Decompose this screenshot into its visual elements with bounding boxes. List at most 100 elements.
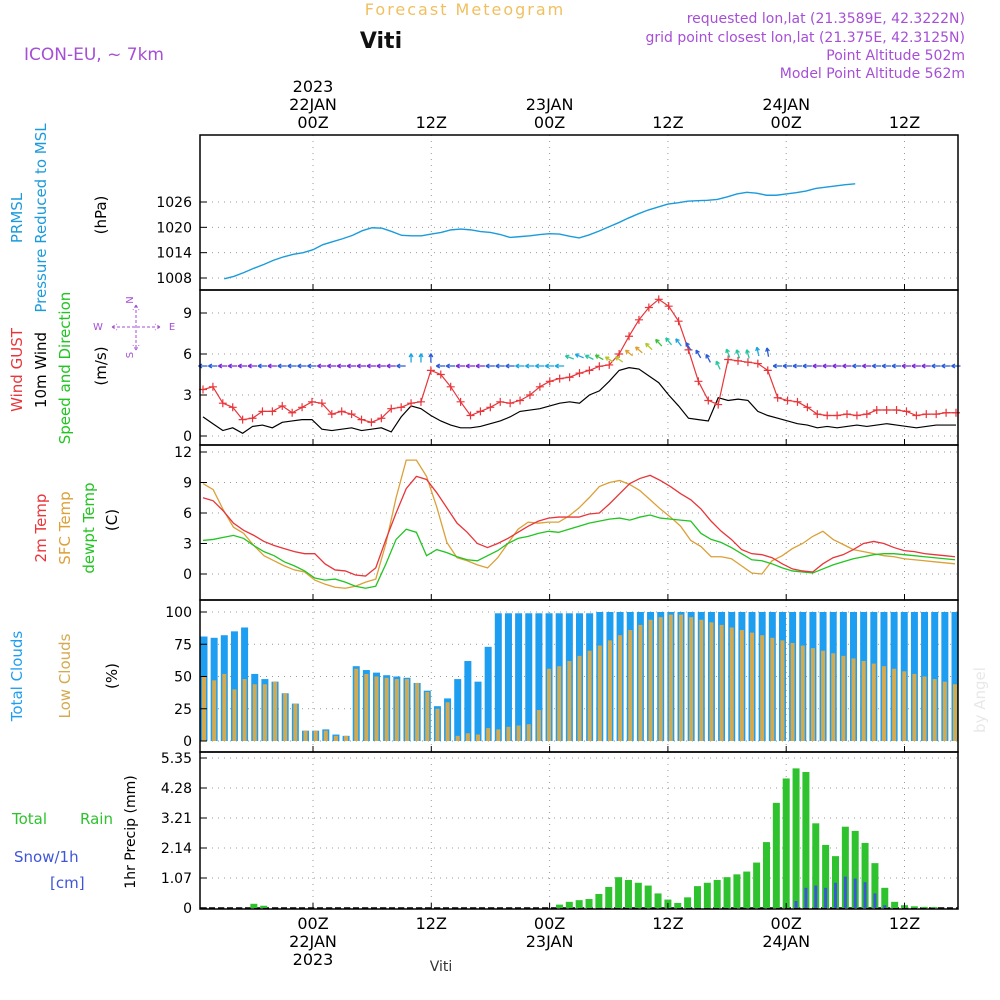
gust-marker bbox=[407, 399, 416, 408]
gust-marker bbox=[317, 399, 326, 408]
wind-direction-arrow bbox=[336, 363, 347, 369]
wind-direction-arrow bbox=[554, 363, 565, 369]
low-cloud-bar bbox=[800, 645, 805, 741]
low-cloud-bar bbox=[567, 661, 572, 741]
wind-direction-arrow bbox=[802, 363, 812, 369]
rain-bar bbox=[802, 772, 810, 908]
low-cloud-bar bbox=[618, 635, 623, 741]
gust-marker bbox=[793, 397, 802, 406]
gust-marker bbox=[327, 410, 336, 419]
pressure-label-prmsl: PRMSL bbox=[8, 192, 26, 243]
gust-marker bbox=[843, 410, 852, 419]
top-time-label: 00Z bbox=[297, 113, 328, 132]
gust-marker bbox=[773, 393, 782, 402]
low-cloud-bar bbox=[476, 734, 481, 741]
gust-marker bbox=[565, 373, 574, 382]
gust-marker bbox=[466, 411, 475, 420]
bottom-time-label: 00Z bbox=[771, 914, 802, 933]
rain-bar bbox=[871, 863, 879, 908]
wind-direction-arrow bbox=[346, 363, 357, 369]
snow-bar bbox=[883, 905, 887, 908]
gust-marker bbox=[218, 399, 227, 408]
low-cloud-bar bbox=[455, 735, 460, 741]
low-cloud-bar bbox=[922, 676, 927, 741]
compass-north: N bbox=[125, 296, 136, 303]
low-cloud-bar bbox=[486, 728, 491, 741]
gust-marker bbox=[575, 369, 584, 378]
sfc-temp-label: SFC Temp bbox=[56, 491, 74, 564]
gust-marker bbox=[625, 332, 634, 341]
wind-direction-arrow bbox=[705, 353, 711, 363]
wind-direction-arrow bbox=[247, 363, 258, 369]
wind-direction-arrow bbox=[715, 360, 721, 370]
total-cloud-bar bbox=[951, 612, 959, 741]
bottom-time-label: 12Z bbox=[652, 914, 683, 933]
wind-direction-arrow bbox=[941, 363, 951, 369]
pressure-tick-label: 1014 bbox=[156, 246, 192, 262]
gust-marker bbox=[694, 377, 703, 386]
wind-direction-arrow bbox=[376, 363, 386, 369]
wind-direction-arrow bbox=[772, 363, 783, 369]
snow-bar bbox=[794, 900, 798, 908]
gust-marker bbox=[763, 366, 772, 375]
low-cloud-bar bbox=[374, 676, 379, 741]
top-time-label: 23JAN bbox=[526, 95, 574, 114]
low-cloud-bar bbox=[689, 617, 694, 741]
compass-west: W bbox=[93, 322, 103, 333]
low-cloud-bar bbox=[344, 735, 349, 741]
low-cloud-bar bbox=[242, 679, 247, 741]
rain-bar bbox=[910, 906, 918, 908]
wind-direction-arrow bbox=[396, 363, 406, 369]
low-cloud-bar bbox=[750, 632, 755, 741]
gust-marker bbox=[605, 360, 614, 369]
wind-direction-arrow bbox=[614, 356, 624, 363]
snow-bar bbox=[804, 887, 808, 908]
low-cloud-bar bbox=[902, 671, 907, 741]
wind-direction-arrow bbox=[287, 363, 297, 369]
wind-gust-line bbox=[202, 298, 956, 423]
gust-marker bbox=[634, 315, 643, 324]
pressure-line bbox=[224, 183, 856, 280]
low-cloud-bar bbox=[425, 691, 430, 741]
watermark: by Angel bbox=[971, 667, 989, 733]
total-cloud-bar bbox=[230, 631, 238, 741]
rain-bar bbox=[861, 842, 869, 908]
wind-tick-label: 3 bbox=[183, 388, 192, 404]
wind-direction-arrow bbox=[317, 363, 327, 369]
rain-bar bbox=[585, 899, 593, 908]
low-cloud-bar bbox=[303, 730, 308, 741]
low-cloud-bar bbox=[547, 668, 552, 741]
precip-total-label: Total bbox=[11, 810, 47, 828]
wind-direction-arrow bbox=[485, 363, 495, 369]
low-cloud-bar bbox=[638, 624, 643, 741]
rain-bar bbox=[713, 879, 721, 908]
wind-direction-arrow bbox=[356, 363, 367, 369]
low-cloud-bar bbox=[831, 653, 836, 741]
low-cloud-bar bbox=[384, 677, 389, 741]
rain-bar bbox=[723, 877, 731, 908]
station-name: Viti bbox=[360, 29, 402, 54]
snow-bar bbox=[814, 885, 818, 908]
gust-marker bbox=[882, 406, 891, 415]
wind-direction-arrow bbox=[951, 363, 961, 369]
gust-marker bbox=[932, 410, 941, 419]
gust-marker bbox=[704, 396, 713, 405]
gust-marker bbox=[664, 302, 673, 311]
pressure-tick-label: 1026 bbox=[156, 195, 192, 211]
gust-marker bbox=[367, 418, 376, 427]
precip-tick-label: 0 bbox=[183, 901, 192, 917]
low-cloud-bar bbox=[394, 679, 399, 741]
temp-tick-label: 3 bbox=[183, 537, 192, 553]
low-cloud-bar bbox=[262, 684, 267, 741]
rain-bar bbox=[260, 905, 268, 908]
snow-bar bbox=[863, 882, 867, 908]
wind-direction-arrow bbox=[735, 349, 741, 359]
gust-marker bbox=[238, 415, 247, 424]
temp-tick-label: 6 bbox=[183, 506, 192, 522]
gust-marker bbox=[298, 403, 307, 412]
snow-bar bbox=[824, 887, 828, 908]
rain-bar bbox=[851, 830, 859, 908]
low-cloud-bar bbox=[415, 682, 420, 741]
wind-direction-arrow bbox=[594, 354, 604, 361]
gust-marker bbox=[912, 411, 921, 420]
